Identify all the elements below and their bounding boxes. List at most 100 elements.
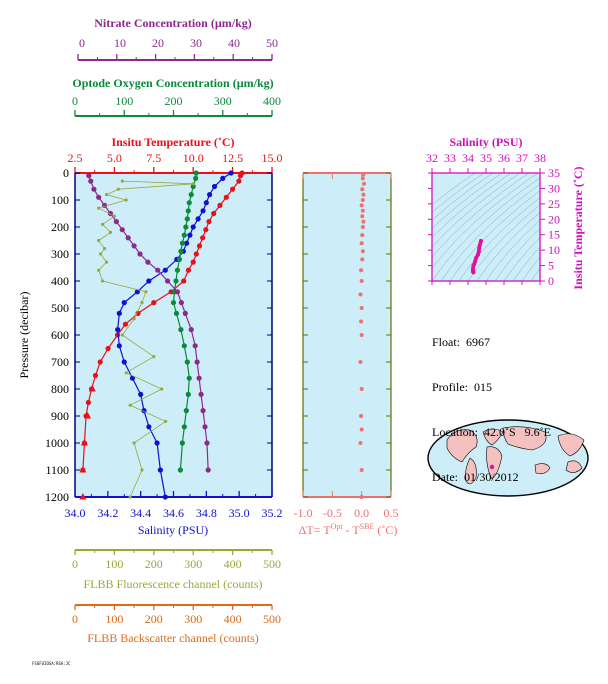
density-contour <box>449 190 540 281</box>
delta-axis-title: ΔT= TOpt - TSBE (˚C) <box>299 522 398 537</box>
ts-salinity-tick-label: 32 <box>426 151 438 165</box>
pressure-tick-label: 700 <box>51 355 69 369</box>
delta-point <box>359 279 364 283</box>
temperature-tick-label: 15.0 <box>262 151 283 165</box>
data-point <box>230 186 236 192</box>
data-point <box>211 183 218 190</box>
data-point <box>190 183 196 190</box>
oxygen-tick-label: 100 <box>115 94 133 108</box>
delta-point <box>359 306 364 310</box>
map-landmass <box>534 463 551 475</box>
location: Location: 42.0˚S 9.6˚E <box>432 425 551 439</box>
data-point <box>135 310 141 316</box>
oxygen-tick-label: 300 <box>214 94 232 108</box>
data-point <box>194 359 200 365</box>
data-point <box>132 441 136 445</box>
delta-point <box>359 319 364 324</box>
data-point <box>198 391 204 397</box>
data-point <box>182 310 188 316</box>
ts-salinity-tick-label: 34 <box>462 151 474 165</box>
density-contour <box>440 183 540 281</box>
ts-point <box>477 243 482 248</box>
data-point <box>193 175 199 181</box>
delta-point <box>358 360 363 364</box>
ts-temperature-title: Insitu Temperature (˚C) <box>571 166 585 289</box>
series-line <box>82 172 243 471</box>
data-point <box>160 387 164 391</box>
data-point <box>99 252 103 256</box>
data-point <box>138 391 144 397</box>
data-point <box>104 260 109 264</box>
density-contour <box>432 173 503 229</box>
data-point <box>202 424 208 430</box>
data-point <box>206 219 212 225</box>
data-point <box>177 467 183 473</box>
ts-salinity-tick-label: 33 <box>444 151 456 165</box>
delta-point <box>358 441 363 445</box>
delta-point <box>359 495 364 499</box>
density-contour <box>432 173 485 213</box>
delta-point <box>359 387 364 391</box>
delta-point <box>359 241 364 246</box>
data-point <box>195 216 201 222</box>
oxygen-axis-title: Optode Oxygen Concentration (µm/kg) <box>72 76 273 90</box>
data-point <box>155 267 161 273</box>
density-contour <box>512 246 540 281</box>
data-point <box>184 240 190 246</box>
data-point <box>205 467 211 473</box>
delta-point <box>359 333 364 337</box>
float-info: Float: 6967 Profile: 015 Location: 42.0˚… <box>432 305 551 515</box>
nitrate-tick-label: 20 <box>152 36 164 50</box>
data-point <box>164 419 168 423</box>
density-contour <box>467 204 540 281</box>
density-contour <box>494 228 540 281</box>
data-point <box>184 216 190 222</box>
ts-temperature-tick-label: 15 <box>548 228 560 242</box>
pressure-tick-label: 1000 <box>45 436 69 450</box>
data-point <box>116 310 122 316</box>
fluorescence-axis-title: FLBB Fluorescence channel (counts) <box>84 577 263 591</box>
data-point <box>193 170 199 176</box>
data-point <box>96 194 102 200</box>
delta-point <box>361 192 366 197</box>
backscatter-tick-label: 200 <box>145 612 163 626</box>
data-point <box>164 278 171 284</box>
density-contour <box>503 237 540 281</box>
backscatter-tick-label: 400 <box>224 612 242 626</box>
temperature-marker <box>80 439 88 446</box>
data-point <box>120 333 124 337</box>
data-point <box>217 202 223 208</box>
delta-point <box>360 257 365 262</box>
data-point <box>125 235 131 241</box>
fluorescence-tick-label: 0 <box>72 557 78 571</box>
map-landmass <box>502 426 547 451</box>
density-contour <box>530 268 540 281</box>
map-landmass <box>482 428 504 446</box>
data-point <box>196 243 203 249</box>
data-point <box>86 173 92 179</box>
density-contour <box>432 173 494 221</box>
pressure-tick-label: 0 <box>63 166 69 180</box>
data-point <box>124 371 128 375</box>
data-point <box>181 343 187 349</box>
data-point <box>184 359 190 365</box>
data-point <box>236 178 242 184</box>
data-point <box>190 224 196 230</box>
data-point <box>100 222 105 226</box>
data-point <box>157 467 163 473</box>
data-point <box>134 289 140 295</box>
data-point <box>196 375 202 381</box>
float-id: Float: 6967 <box>432 335 491 349</box>
density-contour <box>432 173 512 238</box>
data-point <box>97 206 101 210</box>
data-point <box>203 227 209 233</box>
footer-text: FSUFUIOSA:RSA:JC <box>32 661 71 666</box>
delta-point <box>360 187 365 192</box>
data-point <box>154 440 160 446</box>
ts-temperature-tick-label: 0 <box>548 274 554 288</box>
delta-point <box>362 181 367 186</box>
temperature-tick-label: 2.5 <box>68 151 83 165</box>
delta-title-part: Opt <box>331 522 344 531</box>
delta-tick-label: 0.0 <box>354 506 369 520</box>
data-point <box>211 210 217 217</box>
